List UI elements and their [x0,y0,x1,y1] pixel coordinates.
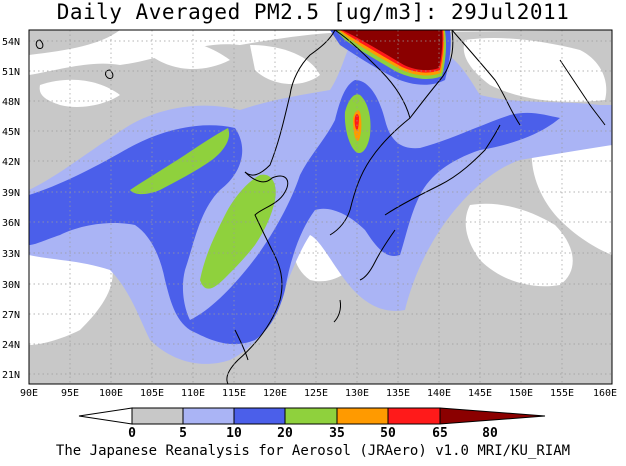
colorbar [78,407,546,425]
colorbar-segment-50-65 [336,407,389,425]
colorbar-labels: 0 5 10 20 35 50 65 80 [128,426,498,441]
colorbar-label: 5 [179,426,187,441]
colorbar-label: 20 [277,426,293,441]
map-frame [28,29,613,385]
contour-35-50 [130,128,230,195]
contour-0-5 [250,45,320,85]
lat-tick-label: 36N [2,218,20,229]
lat-tick-label: 54N [2,37,20,48]
lat-tick-label: 24N [2,340,20,351]
colorbar-label: 0 [128,426,136,441]
graticule [29,30,612,384]
lat-tick-label: 21N [2,370,20,381]
lat-tick-label: 27N [2,310,20,321]
lat-tick-label: 42N [2,157,20,168]
map-title: Daily Averaged PM2.5 [ug/m3]: 29Jul2011 [56,0,570,24]
colorbar-segment-0-5 [78,407,133,425]
contour-65-80 [354,114,359,131]
lon-tick-label: 150E [509,388,533,399]
lon-tick-label: 135E [386,388,410,399]
lon-tick-label: 125E [304,388,328,399]
contour-35-50 [200,174,276,289]
lon-tick-label: 100E [99,388,123,399]
lon-axis: 90E 95E 100E 105E 110E 115E 120E 125E 13… [20,388,617,399]
lon-tick-label: 155E [550,388,574,399]
coastlines [35,30,606,384]
contour-0-5 [465,203,573,287]
lon-tick-label: 115E [222,388,246,399]
contour-5-10 [29,30,120,55]
lat-tick-label: 48N [2,97,20,108]
lon-tick-label: 130E [345,388,369,399]
contour-20-35 [29,80,560,345]
lat-tick-label: 39N [2,188,20,199]
contour-0-5 [463,38,607,102]
colorbar-label: 65 [432,426,448,441]
colorbar-segment-65-80 [387,407,441,425]
colorbar-segment-80-plus [439,407,546,425]
contour-80-plus [342,30,443,71]
colorbar-segment-5-10 [131,407,184,425]
lat-axis: 54N 51N 48N 45N 42N 39N 36N 33N 30N 27N … [2,37,20,381]
lat-tick-label: 51N [2,67,20,78]
lon-tick-label: 160E [593,388,617,399]
lat-tick-label: 33N [2,249,20,260]
colorbar-segment-35-50 [284,407,338,425]
contour-0-5 [39,79,120,107]
colorbar-segment-20-35 [233,407,286,425]
lon-tick-label: 110E [181,388,205,399]
colorbar-label: 35 [329,426,345,441]
lon-tick-label: 90E [20,388,38,399]
pm25-field [29,30,612,384]
lat-tick-label: 30N [2,280,20,291]
contour-0-5 [150,38,230,70]
lon-tick-label: 145E [468,388,492,399]
footer-credit: The Japanese Reanalysis for Aerosol (JRA… [55,443,571,459]
colorbar-segment-10-20 [182,407,235,425]
lon-tick-label: 140E [427,388,451,399]
lon-tick-label: 95E [61,388,79,399]
colorbar-label: 80 [482,426,498,441]
lat-tick-label: 45N [2,127,20,138]
colorbar-label: 50 [380,426,396,441]
lon-tick-label: 120E [263,388,287,399]
colorbar-label: 10 [226,426,242,441]
lon-tick-label: 105E [140,388,164,399]
